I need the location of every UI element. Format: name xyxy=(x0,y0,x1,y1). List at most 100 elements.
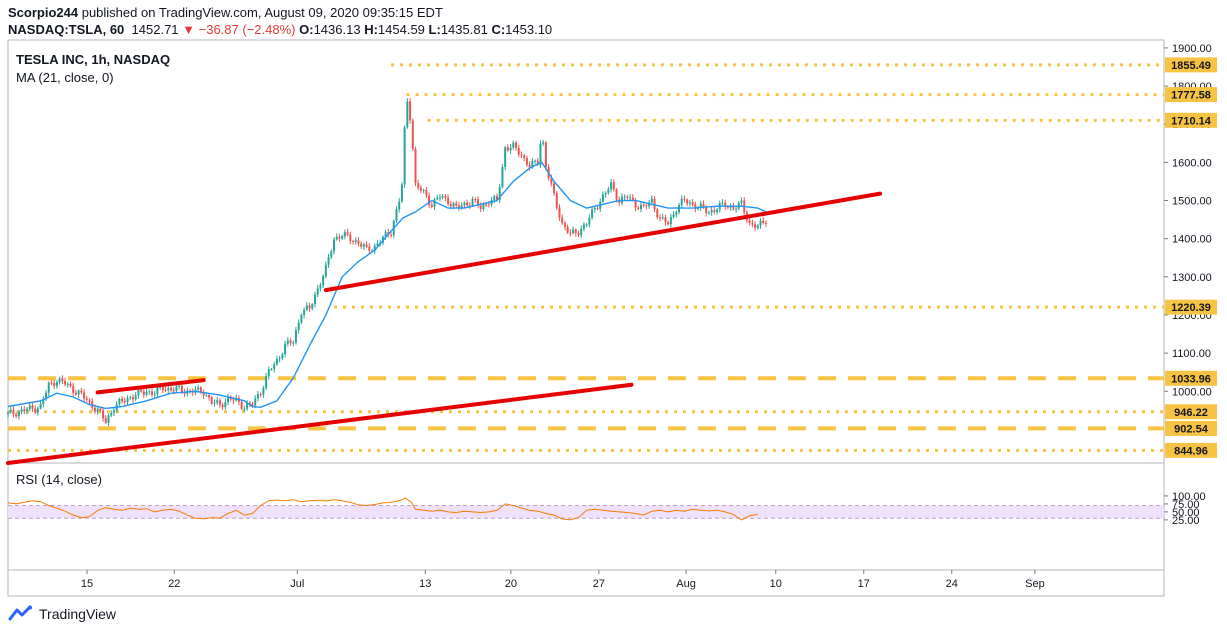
candle-body xyxy=(172,390,175,392)
candle-body xyxy=(528,164,531,168)
price-change: ▼ −36.87 (−2.48%) xyxy=(182,22,296,37)
candle-body xyxy=(303,309,306,315)
candle-body xyxy=(313,294,316,305)
rsi-tick-label: 50.00 xyxy=(1172,507,1200,519)
candle-body xyxy=(762,220,765,224)
candle-body xyxy=(485,204,488,206)
time-tick-label: 13 xyxy=(419,578,431,590)
level-label: 946.22 xyxy=(1174,407,1208,419)
candle-body xyxy=(680,198,683,206)
candle-body xyxy=(553,183,556,193)
candle-body xyxy=(414,148,417,184)
candle-body xyxy=(406,101,409,128)
candle-body xyxy=(466,202,469,206)
candle-body xyxy=(686,199,689,204)
candle-body xyxy=(354,240,357,242)
candle-body xyxy=(675,212,678,215)
candle-body xyxy=(47,382,50,393)
candle-body xyxy=(724,202,727,207)
candle-body xyxy=(496,196,498,200)
candle-body xyxy=(585,224,588,226)
level-label-bg xyxy=(1165,404,1217,420)
author-name[interactable]: Scorpio244 xyxy=(8,5,79,20)
candle-body xyxy=(474,198,477,200)
candle-body xyxy=(732,206,735,210)
level-label-bg xyxy=(1165,299,1217,315)
level-label: 1033.96 xyxy=(1171,373,1211,385)
candle-body xyxy=(110,412,113,416)
open-value: 1436.13 xyxy=(313,22,361,37)
candle-body xyxy=(523,155,526,158)
time-tick-label: 15 xyxy=(81,578,93,590)
candle-body xyxy=(634,200,637,208)
candle-body xyxy=(707,212,710,214)
price-tick-label: 1300.00 xyxy=(1172,272,1212,284)
candle-body xyxy=(346,232,349,235)
candle-body xyxy=(661,217,664,219)
candle-body xyxy=(656,209,659,218)
candle-body xyxy=(588,217,591,225)
candle-body xyxy=(224,401,227,408)
candle-body xyxy=(208,395,211,398)
candle-body xyxy=(205,395,208,397)
candle-body xyxy=(615,189,618,200)
candle-body xyxy=(504,147,507,167)
time-tick-label: 24 xyxy=(946,578,958,590)
low-label: L: xyxy=(428,22,441,37)
tradingview-footer[interactable]: TradingView xyxy=(8,605,116,623)
candle-body xyxy=(436,197,439,200)
price-tick-label: 1100.00 xyxy=(1172,348,1211,360)
candle-body xyxy=(28,405,31,409)
candle-body xyxy=(137,389,140,396)
candle-body xyxy=(134,395,137,400)
publish-info: published on TradingView.com, August 09,… xyxy=(81,5,443,20)
candle-body xyxy=(294,330,297,343)
candle-body xyxy=(88,399,91,402)
candle-body xyxy=(66,383,69,385)
candle-body xyxy=(577,233,580,236)
candle-body xyxy=(243,408,246,410)
candle-body xyxy=(126,398,129,403)
chart-canvas[interactable]: 1000.001100.001200.001300.001400.001500.… xyxy=(0,0,1227,600)
candle-body xyxy=(99,408,102,411)
trendlines-layer xyxy=(6,191,883,465)
candle-body xyxy=(281,354,284,359)
candle-body xyxy=(574,229,577,234)
candle-body xyxy=(156,387,159,395)
candle-body xyxy=(425,189,428,196)
candle-body xyxy=(705,207,708,213)
candle-body xyxy=(93,407,96,412)
candle-body xyxy=(297,322,300,331)
candle-body xyxy=(273,364,276,370)
trendline[interactable] xyxy=(95,378,206,395)
candle-body xyxy=(713,210,716,212)
candle-body xyxy=(183,392,186,394)
candle-body xyxy=(561,217,564,223)
candle-body xyxy=(550,178,553,184)
candle-body xyxy=(726,206,729,208)
candle-body xyxy=(341,236,344,239)
candle-body xyxy=(593,208,596,210)
candle-body xyxy=(118,398,121,405)
level-labels-layer: 1855.49 1777.58 1710.14 1220.39 1033.96 946.2… xyxy=(1165,57,1217,458)
candle-body xyxy=(15,414,18,417)
trendline[interactable] xyxy=(323,191,883,293)
trendline[interactable] xyxy=(6,382,634,465)
candle-body xyxy=(333,239,335,252)
candle-body xyxy=(591,209,594,218)
candle-body xyxy=(357,240,360,244)
candle-body xyxy=(267,369,270,377)
candle-body xyxy=(12,409,15,415)
price-tick-label: 1000.00 xyxy=(1172,386,1212,398)
candle-body xyxy=(178,385,181,387)
candle-body xyxy=(604,192,607,195)
candle-body xyxy=(327,257,330,265)
candle-body xyxy=(360,243,363,247)
candle-body xyxy=(330,251,333,258)
candle-body xyxy=(161,386,164,391)
level-label: 1855.49 xyxy=(1171,60,1211,72)
tradingview-brand: TradingView xyxy=(39,606,117,622)
candle-body xyxy=(506,147,509,151)
candle-body xyxy=(254,398,257,406)
tradingview-logo-icon xyxy=(8,605,32,621)
